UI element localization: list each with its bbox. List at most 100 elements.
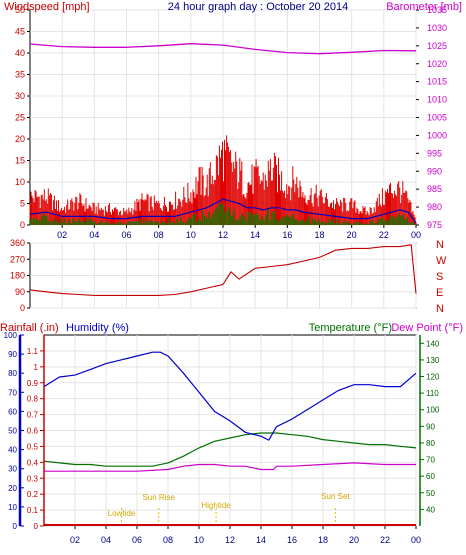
compass-label: E — [436, 287, 443, 299]
barometer-y-tick-label: 1015 — [427, 77, 447, 87]
temperature-y-tick-label: 60 — [426, 472, 435, 481]
wind-x-tick-label: 04 — [89, 230, 99, 240]
rain-x-tick-label: 20 — [349, 535, 359, 545]
rainfall-y-tick-label: 0.2 — [27, 490, 39, 499]
humidity-y-tick-label: 20 — [8, 484, 17, 493]
temperature-y-tick-label: 70 — [426, 456, 435, 465]
humidity-y-tick-label: 10 — [8, 503, 17, 512]
barometer-y-tick-label: 980 — [427, 202, 442, 212]
temperature-y-tick-label: 40 — [426, 505, 435, 514]
rain-x-tick-label: 14 — [256, 535, 266, 545]
direction-y-tick-label: 90 — [15, 287, 25, 297]
barometer-y-tick-label: 1025 — [427, 41, 447, 51]
compass-label: S — [436, 271, 443, 283]
wind-x-tick-label: 14 — [250, 230, 260, 240]
barometer-y-tick-label: 1020 — [427, 59, 447, 69]
rain-x-tick-label: 16 — [287, 535, 297, 545]
temperature-y-tick-label: 90 — [426, 422, 435, 431]
chart-title: 24 hour graph day : October 20 2014 — [168, 1, 348, 13]
barometer-y-tick-label: 1000 — [427, 130, 447, 140]
wind-direction-line — [29, 244, 417, 296]
wind-y-tick-label: 0 — [20, 220, 25, 230]
rain-x-tick-label: 02 — [70, 535, 80, 545]
humidity-y-tick-label: 40 — [8, 446, 17, 455]
barometer-y-tick-label: 1035 — [427, 5, 447, 15]
wind-y-axis-ticks: 0 5 10 15 20 25 30 35 40 45 50 — [15, 5, 30, 230]
wind-y-tick-label: 45 — [15, 27, 25, 37]
humidity-line — [43, 351, 417, 441]
direction-y-axis-ticks: 0 90 180 270 360 — [10, 238, 30, 313]
wind-x-axis-ticks: 02 04 06 08 10 12 14 16 18 20 22 00 — [57, 225, 421, 240]
rainfall-y-tick-label: 0.4 — [27, 458, 39, 467]
wind-x-tick-label: 12 — [218, 230, 228, 240]
temperature-y-tick-label: 130 — [426, 356, 440, 365]
humidity-y-tick-label: 100 — [4, 331, 18, 340]
rainfall-y-tick-label: 0.6 — [27, 427, 39, 436]
compass-label: N — [436, 303, 444, 315]
rainfall-y-tick-label: 0.3 — [27, 474, 39, 483]
direction-panel-marks — [29, 244, 417, 296]
direction-y-tick-label: 0 — [20, 303, 25, 313]
temperature-axis-title: Temperature (°F) — [309, 322, 392, 334]
wind-x-tick-label: 02 — [57, 230, 67, 240]
temperature-y-tick-label: 140 — [426, 339, 440, 348]
rain-x-tick-label: 04 — [101, 535, 111, 545]
temperature-y-tick-label: 100 — [426, 406, 440, 415]
wind-speed-series — [29, 203, 416, 225]
compass-label: W — [436, 255, 447, 267]
wind-x-tick-label: 08 — [154, 230, 164, 240]
barometer-y-axis-ticks: 975 980 985 990 995 1000 1005 1010 1015 1020 1025 1… — [416, 5, 447, 230]
wind-x-tick-label: 18 — [314, 230, 324, 240]
direction-y-tick-label: 270 — [10, 254, 25, 264]
rain-humidity-temp-panel: Rainfall (.in) Humidity (%) Temperature … — [0, 322, 463, 545]
annotation-label: Sun Rise — [142, 493, 175, 502]
wind-y-tick-label: 10 — [15, 177, 25, 187]
wind-y-tick-label: 35 — [15, 70, 25, 80]
humidity-y-tick-label: 80 — [8, 369, 17, 378]
rainfall-y-tick-label: 1.1 — [27, 347, 39, 356]
direction-y-tick-label: 180 — [10, 271, 25, 281]
barometer-y-tick-label: 990 — [427, 166, 442, 176]
barometer-line — [29, 43, 417, 55]
rainfall-y-tick-label: 0.8 — [27, 395, 39, 404]
barometer-y-tick-label: 975 — [427, 220, 442, 230]
rain-x-tick-label: 12 — [225, 535, 235, 545]
temperature-y-tick-label: 120 — [426, 373, 440, 382]
wind-panel-marks — [29, 43, 417, 225]
rain-x-axis-ticks: 02 04 06 08 10 12 14 16 18 20 22 00 — [70, 526, 421, 545]
barometer-axis-title: Barometer [mb] — [386, 1, 462, 13]
annotation-label: Lowtide — [108, 509, 136, 518]
rain-panel-grid — [44, 335, 417, 527]
humidity-y-tick-label: 70 — [8, 388, 17, 397]
humidity-y-tick-label: 0 — [13, 522, 18, 531]
humidity-y-tick-label: 50 — [8, 427, 17, 436]
wind-x-tick-label: 00 — [411, 230, 421, 240]
rain-x-tick-label: 10 — [194, 535, 204, 545]
humidity-y-tick-label: 90 — [8, 350, 17, 359]
dewpoint-axis-title: Dew Point (°F) — [391, 322, 463, 334]
wind-y-tick-label: 25 — [15, 113, 25, 123]
humidity-axis-title: Humidity (%) — [66, 322, 129, 334]
barometer-y-tick-label: 1010 — [427, 95, 447, 105]
rainfall-y-tick-label: 1 — [34, 363, 39, 372]
rain-panel-y-axes: 0 10 20 30 40 50 60 70 80 90 100 0 0.1 0.2 0.3 0.4 0.5 0.… — [4, 331, 440, 531]
wind-y-tick-label: 30 — [15, 91, 25, 101]
rainfall-y-tick-label: 0.9 — [27, 379, 39, 388]
wind-x-tick-label: 22 — [379, 230, 389, 240]
rainfall-y-tick-label: 0.1 — [27, 506, 39, 515]
temperature-y-tick-label: 50 — [426, 489, 435, 498]
rain-x-tick-label: 08 — [163, 535, 173, 545]
humidity-y-tick-label: 60 — [8, 407, 17, 416]
barometer-y-tick-label: 1005 — [427, 113, 447, 123]
wind-x-tick-label: 20 — [347, 230, 357, 240]
tide-sun-annotations: Lowtide Sun Rise Hightide Sun Set — [108, 492, 350, 526]
rain-x-tick-label: 06 — [132, 535, 142, 545]
direction-panel-grid — [30, 242, 417, 309]
rainfall-y-tick-label: 0.5 — [27, 442, 39, 451]
rain-x-tick-label: 00 — [411, 535, 421, 545]
wind-x-tick-label: 16 — [282, 230, 292, 240]
wind-y-tick-label: 50 — [15, 5, 25, 15]
